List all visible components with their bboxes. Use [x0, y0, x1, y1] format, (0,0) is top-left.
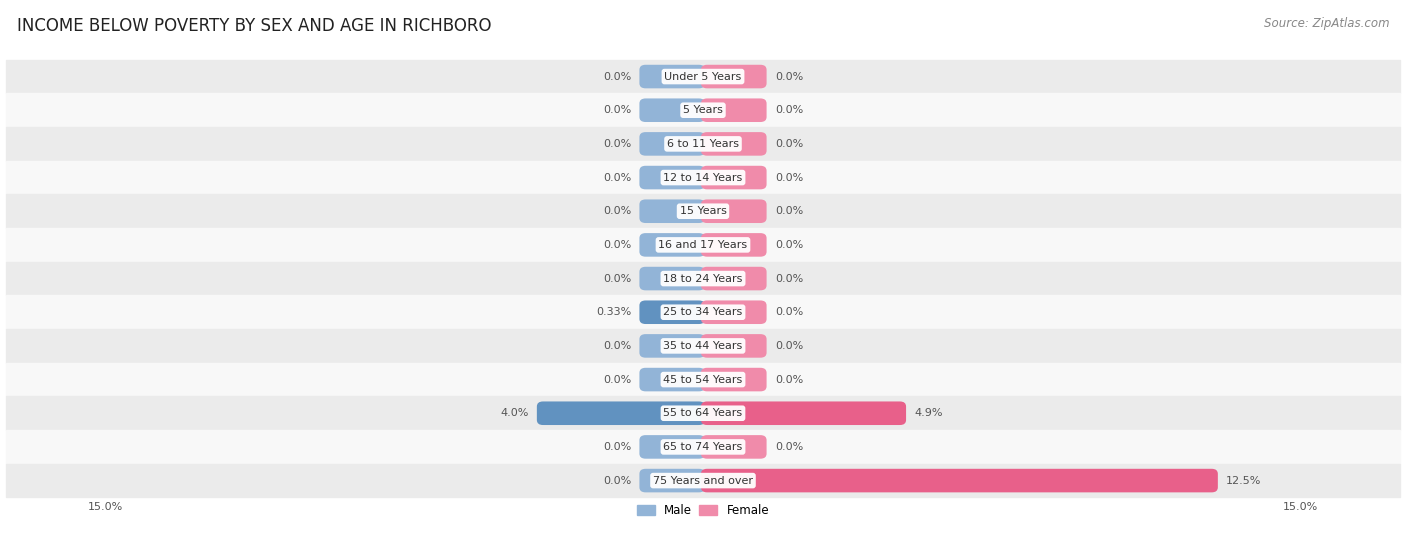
Text: 65 to 74 Years: 65 to 74 Years [664, 442, 742, 452]
Text: 0.0%: 0.0% [775, 273, 803, 283]
Text: 0.0%: 0.0% [603, 341, 631, 351]
Text: 45 to 54 Years: 45 to 54 Years [664, 375, 742, 385]
FancyBboxPatch shape [702, 233, 766, 257]
Text: 6 to 11 Years: 6 to 11 Years [666, 139, 740, 149]
FancyBboxPatch shape [702, 200, 766, 223]
Bar [6, 396, 1400, 430]
Text: 15 Years: 15 Years [679, 206, 727, 216]
Text: 0.0%: 0.0% [775, 307, 803, 318]
FancyBboxPatch shape [702, 469, 1218, 492]
Text: 55 to 64 Years: 55 to 64 Years [664, 408, 742, 418]
FancyBboxPatch shape [640, 132, 704, 155]
FancyBboxPatch shape [640, 233, 704, 257]
FancyBboxPatch shape [702, 98, 766, 122]
Text: 0.0%: 0.0% [775, 442, 803, 452]
Text: Under 5 Years: Under 5 Years [665, 72, 741, 82]
FancyBboxPatch shape [640, 200, 704, 223]
Text: INCOME BELOW POVERTY BY SEX AND AGE IN RICHBORO: INCOME BELOW POVERTY BY SEX AND AGE IN R… [17, 17, 491, 35]
Text: 0.33%: 0.33% [596, 307, 631, 318]
Text: 5 Years: 5 Years [683, 105, 723, 115]
Text: 0.0%: 0.0% [775, 173, 803, 183]
Bar [6, 195, 1400, 228]
FancyBboxPatch shape [702, 267, 766, 290]
Bar [6, 127, 1400, 161]
Text: 35 to 44 Years: 35 to 44 Years [664, 341, 742, 351]
FancyBboxPatch shape [640, 267, 704, 290]
Bar [6, 93, 1400, 127]
Text: 0.0%: 0.0% [775, 375, 803, 385]
Text: 0.0%: 0.0% [775, 105, 803, 115]
FancyBboxPatch shape [702, 334, 766, 358]
Text: 0.0%: 0.0% [603, 240, 631, 250]
Text: 12 to 14 Years: 12 to 14 Years [664, 173, 742, 183]
FancyBboxPatch shape [640, 166, 704, 190]
Text: 0.0%: 0.0% [603, 105, 631, 115]
FancyBboxPatch shape [640, 334, 704, 358]
Text: 0.0%: 0.0% [603, 273, 631, 283]
FancyBboxPatch shape [702, 401, 905, 425]
Text: 0.0%: 0.0% [775, 341, 803, 351]
FancyBboxPatch shape [640, 435, 704, 459]
Text: 0.0%: 0.0% [603, 476, 631, 486]
Text: 0.0%: 0.0% [603, 375, 631, 385]
FancyBboxPatch shape [702, 65, 766, 88]
Text: 0.0%: 0.0% [603, 72, 631, 82]
Bar [6, 464, 1400, 498]
Text: 0.0%: 0.0% [775, 206, 803, 216]
FancyBboxPatch shape [640, 368, 704, 391]
Bar [6, 262, 1400, 295]
FancyBboxPatch shape [702, 300, 766, 324]
Bar [6, 430, 1400, 464]
FancyBboxPatch shape [702, 166, 766, 190]
FancyBboxPatch shape [640, 300, 704, 324]
FancyBboxPatch shape [640, 469, 704, 492]
Text: 75 Years and over: 75 Years and over [652, 476, 754, 486]
Bar [6, 228, 1400, 262]
Text: 4.9%: 4.9% [914, 408, 943, 418]
Bar [6, 161, 1400, 195]
Text: 16 and 17 Years: 16 and 17 Years [658, 240, 748, 250]
Text: 0.0%: 0.0% [775, 240, 803, 250]
Bar [6, 363, 1400, 396]
FancyBboxPatch shape [702, 435, 766, 459]
Text: 18 to 24 Years: 18 to 24 Years [664, 273, 742, 283]
Text: 12.5%: 12.5% [1226, 476, 1261, 486]
Text: 0.0%: 0.0% [603, 442, 631, 452]
Text: 0.0%: 0.0% [603, 206, 631, 216]
FancyBboxPatch shape [640, 65, 704, 88]
Bar [6, 295, 1400, 329]
Bar [6, 60, 1400, 93]
FancyBboxPatch shape [537, 401, 704, 425]
Text: 0.0%: 0.0% [775, 72, 803, 82]
FancyBboxPatch shape [640, 98, 704, 122]
FancyBboxPatch shape [702, 132, 766, 155]
Text: 25 to 34 Years: 25 to 34 Years [664, 307, 742, 318]
Text: 15.0%: 15.0% [1284, 503, 1319, 513]
Text: 0.0%: 0.0% [775, 139, 803, 149]
Bar [6, 329, 1400, 363]
Text: 15.0%: 15.0% [87, 503, 122, 513]
Text: 0.0%: 0.0% [603, 139, 631, 149]
FancyBboxPatch shape [702, 368, 766, 391]
Text: Source: ZipAtlas.com: Source: ZipAtlas.com [1264, 17, 1389, 30]
Legend: Male, Female: Male, Female [633, 500, 773, 522]
Text: 4.0%: 4.0% [501, 408, 529, 418]
Text: 0.0%: 0.0% [603, 173, 631, 183]
